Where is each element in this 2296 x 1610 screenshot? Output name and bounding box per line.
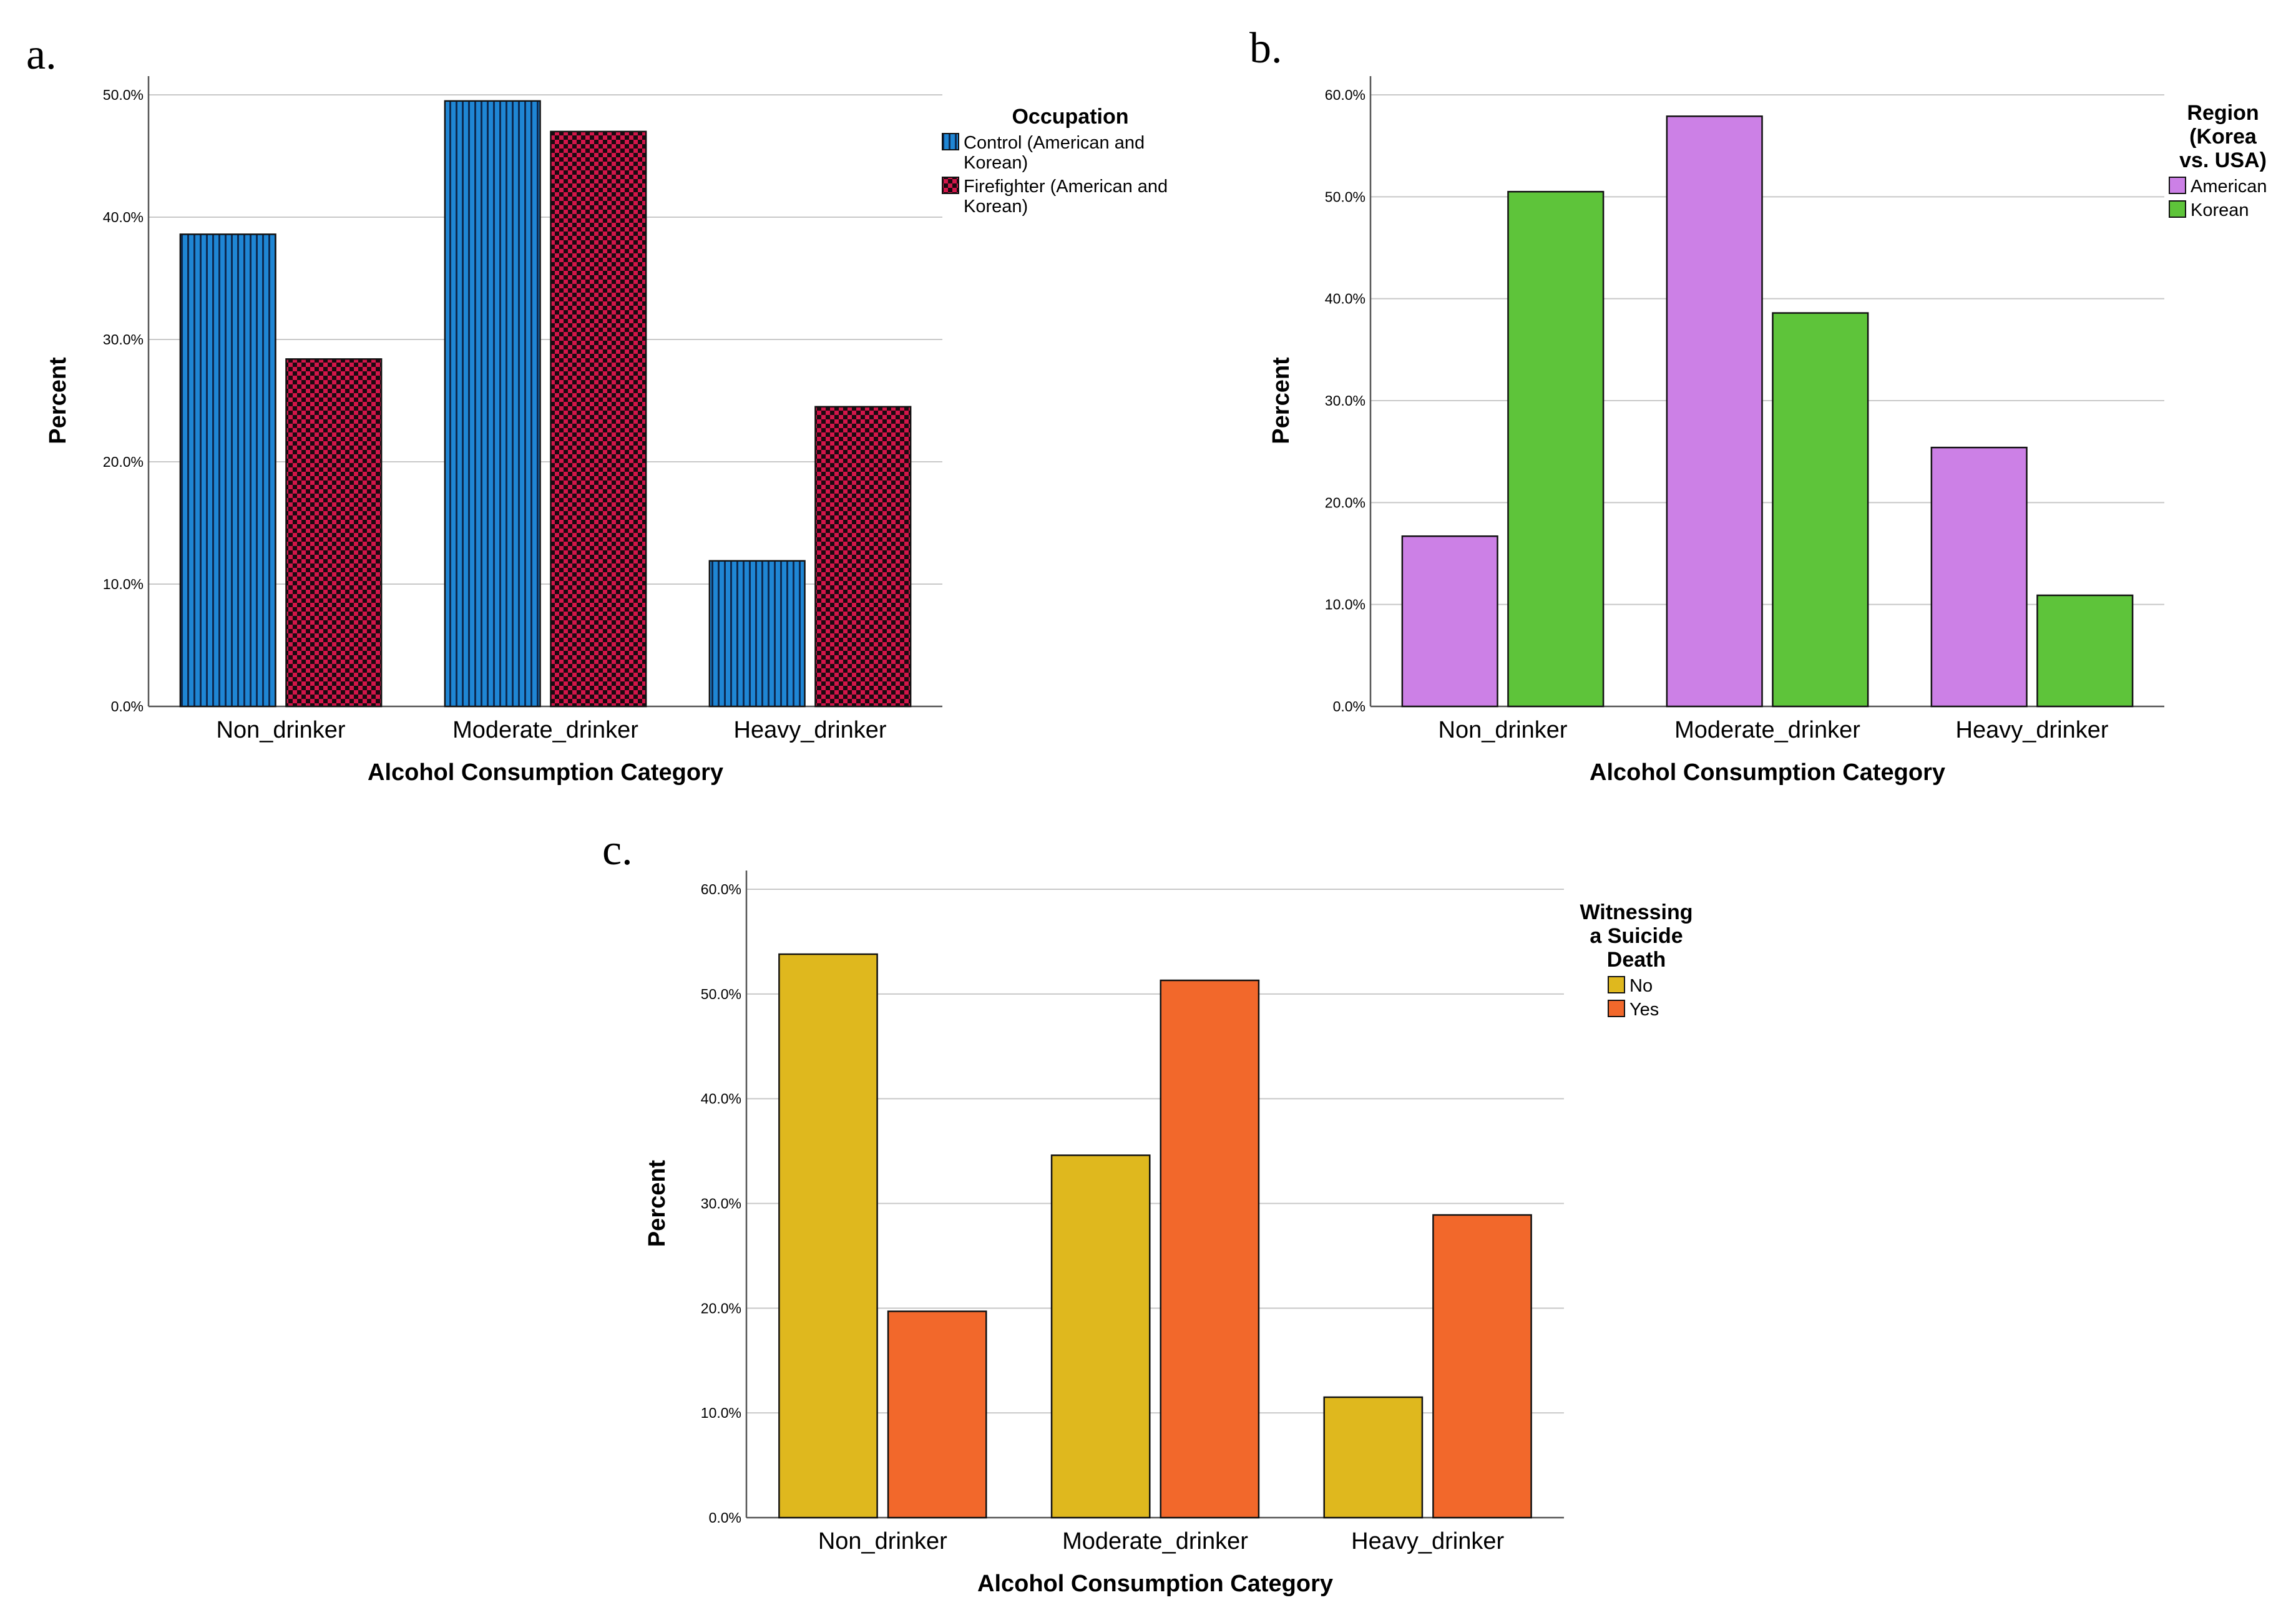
- bar-american-non_drinker: [1401, 535, 1498, 708]
- panel-letter-a: a.: [26, 31, 57, 79]
- bar-no-heavy_drinker: [1323, 1396, 1424, 1519]
- legend-label: Korean): [964, 153, 1028, 173]
- x-category-label: Non_drinker: [1439, 717, 1568, 743]
- x-category-label: Heavy_drinker: [1956, 717, 2109, 743]
- legend-swatch: [2169, 200, 2186, 218]
- legend-title: Occupation: [1012, 105, 1128, 129]
- y-tick-label: 0.0%: [709, 1510, 741, 1526]
- y-tick-label: 20.0%: [103, 454, 144, 470]
- legend-title: (Korea: [2189, 125, 2257, 149]
- y-tick-label: 30.0%: [103, 331, 144, 348]
- legend-label: Korean: [2191, 200, 2249, 220]
- y-tick-label: 40.0%: [103, 209, 144, 225]
- x-category-label: Moderate_drinker: [1674, 717, 1860, 743]
- bar-korean-heavy_drinker: [2036, 594, 2134, 708]
- legend-label: Korean): [964, 197, 1028, 217]
- y-axis-title: Percent: [1268, 357, 1294, 444]
- bar-american-heavy_drinker: [1930, 446, 2028, 708]
- bar-yes-non_drinker: [887, 1310, 987, 1519]
- legend-swatch: [1608, 976, 1625, 993]
- bar-control-american-and-korean--non_drinker: [179, 233, 276, 708]
- y-tick-label: 0.0%: [111, 698, 144, 715]
- legend-swatch: [942, 133, 959, 150]
- bar-firefighter-american-and-korean--heavy_drinker: [814, 406, 912, 708]
- bar-control-american-and-korean--heavy_drinker: [708, 560, 806, 708]
- y-tick-label: 50.0%: [701, 986, 741, 1002]
- y-tick-label: 30.0%: [701, 1196, 741, 1212]
- bar-yes-moderate_drinker: [1160, 979, 1260, 1519]
- x-axis-title: Alcohol Consumption Category: [368, 759, 723, 786]
- legend-label: Firefighter (American and: [964, 177, 1168, 197]
- y-tick-label: 40.0%: [1325, 291, 1365, 307]
- bar-korean-moderate_drinker: [1772, 312, 1869, 708]
- bar-firefighter-american-and-korean--moderate_drinker: [550, 130, 647, 708]
- y-axis-title: Percent: [644, 1159, 670, 1247]
- y-tick-label: 20.0%: [1325, 494, 1365, 510]
- y-tick-label: 60.0%: [1325, 87, 1365, 103]
- bar-korean-non_drinker: [1507, 190, 1605, 708]
- chart-panel-a: 0.0% 10.0% 20.0% 30.0% 40.0% 50.0% Non_drinker…: [45, 76, 1168, 786]
- panel-letter-b: b.: [1249, 24, 1282, 72]
- x-axis-title: Alcohol Consumption Category: [977, 1571, 1333, 1597]
- legend-label: Control (American and: [964, 133, 1145, 153]
- legend-title: a Suicide: [1590, 924, 1683, 948]
- legend-title: vs. USA): [2179, 149, 2267, 172]
- bar-no-non_drinker: [778, 953, 878, 1519]
- chart-panel-c: 0.0% 10.0% 20.0% 30.0% 40.0% 50.0% 60.0% Non_dr…: [644, 871, 1693, 1597]
- y-tick-label: 50.0%: [103, 87, 144, 103]
- legend-title: Witnessing: [1580, 900, 1693, 924]
- x-category-label: Heavy_drinker: [734, 717, 887, 743]
- legend-title: Region: [2187, 101, 2259, 125]
- bar-american-moderate_drinker: [1666, 115, 1763, 708]
- y-tick-label: 0.0%: [1333, 698, 1365, 715]
- legend-title: Death: [1607, 948, 1666, 972]
- y-tick-label: 40.0%: [701, 1091, 741, 1107]
- x-category-label: Heavy_drinker: [1351, 1528, 1504, 1554]
- x-category-label: Non_drinker: [217, 717, 346, 743]
- bar-no-moderate_drinker: [1050, 1154, 1151, 1519]
- y-tick-label: 20.0%: [701, 1300, 741, 1316]
- panel-letter-c: c.: [602, 826, 633, 874]
- legend-label: No: [1629, 976, 1653, 996]
- legend-label: Yes: [1629, 1000, 1659, 1020]
- bar-firefighter-american-and-korean--non_drinker: [285, 358, 383, 708]
- y-tick-label: 60.0%: [701, 881, 741, 897]
- y-tick-label: 10.0%: [1325, 597, 1365, 613]
- legend-swatch: [942, 177, 959, 194]
- legend-swatch: [2169, 177, 2186, 194]
- x-category-label: Moderate_drinker: [1062, 1528, 1248, 1554]
- legend-label: American: [2191, 177, 2267, 197]
- x-category-label: Moderate_drinker: [452, 717, 638, 743]
- y-tick-label: 50.0%: [1325, 188, 1365, 205]
- bar-control-american-and-korean--moderate_drinker: [444, 100, 541, 708]
- legend-swatch: [1608, 1000, 1625, 1017]
- x-category-label: Non_drinker: [818, 1528, 947, 1554]
- y-tick-label: 10.0%: [103, 576, 144, 592]
- y-axis-title: Percent: [45, 357, 71, 444]
- x-axis-title: Alcohol Consumption Category: [1590, 759, 1945, 786]
- chart-panel-b: 0.0% 10.0% 20.0% 30.0% 40.0% 50.0% 60.0% Non_dr…: [1268, 76, 2267, 786]
- y-tick-label: 30.0%: [1325, 393, 1365, 409]
- bar-yes-heavy_drinker: [1432, 1214, 1532, 1519]
- y-tick-label: 10.0%: [701, 1405, 741, 1421]
